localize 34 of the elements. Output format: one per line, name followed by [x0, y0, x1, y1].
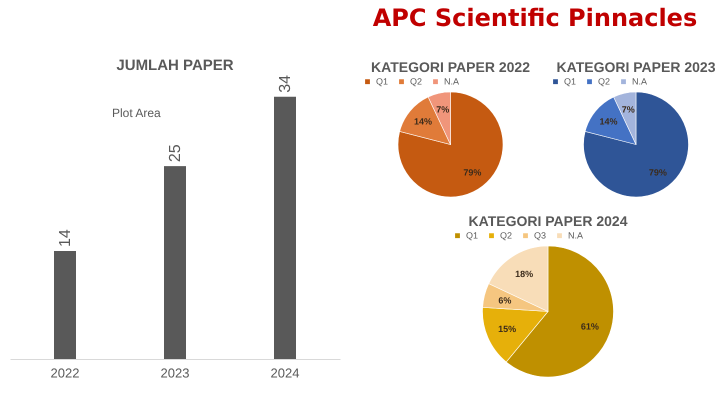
legend-label: N.A — [444, 76, 460, 87]
chart-title: KATEGORI PAPER 2023 — [556, 59, 716, 75]
data-label: 79% — [648, 168, 667, 178]
legend-label: Q1 — [564, 76, 576, 87]
legend-label: Q1 — [466, 230, 478, 241]
data-label: 18% — [515, 268, 534, 279]
x-tick-label: 2024 — [270, 366, 300, 380]
data-label: 34 — [277, 74, 294, 93]
data-label: 6% — [498, 295, 512, 306]
annotation: Plot Area — [112, 106, 162, 120]
data-label: 79% — [463, 168, 482, 178]
chart-title: JUMLAH PAPER — [116, 56, 234, 74]
legend-label: Q2 — [598, 76, 610, 87]
chart-title: KATEGORI PAPER 2024 — [468, 213, 628, 229]
legend-label: Q2 — [500, 230, 512, 241]
x-tick-label: 2023 — [160, 366, 190, 380]
data-label: 7% — [436, 104, 450, 115]
pie-slice — [398, 92, 504, 198]
data-label: 25 — [167, 144, 184, 162]
data-label: 15% — [498, 324, 516, 334]
data-label: 14% — [599, 116, 618, 127]
legend-label: N.A — [632, 76, 648, 87]
data-label: 14 — [57, 229, 74, 247]
chart-title: KATEGORI PAPER 2022 — [371, 59, 530, 75]
data-label: 61% — [580, 322, 599, 332]
legend-label: Q2 — [410, 76, 422, 87]
x-tick-label: 2022 — [50, 366, 80, 380]
text: APC Scientific Pinnacles — [372, 4, 698, 32]
legend-label: Q1 — [376, 76, 388, 87]
data-label: 14% — [414, 116, 432, 127]
legend-label: N.A — [568, 230, 584, 241]
data-label: 7% — [622, 104, 635, 115]
legend-label: Q3 — [534, 230, 546, 241]
pie-slice — [583, 92, 689, 198]
